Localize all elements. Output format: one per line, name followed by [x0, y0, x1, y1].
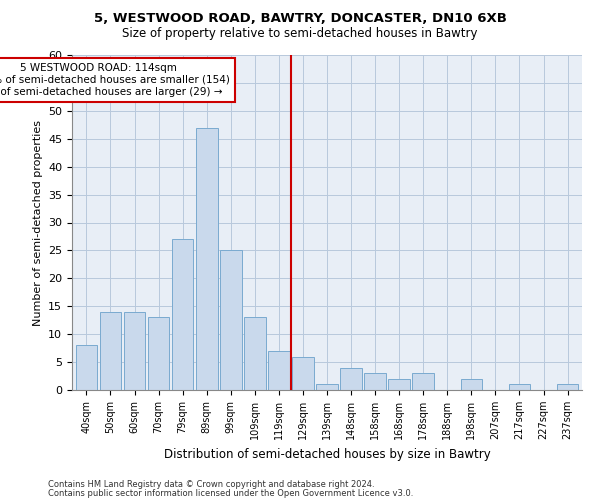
- Bar: [76, 346, 97, 390]
- Bar: [100, 312, 121, 390]
- Bar: [220, 250, 242, 390]
- Text: Contains public sector information licensed under the Open Government Licence v3: Contains public sector information licen…: [48, 489, 413, 498]
- X-axis label: Distribution of semi-detached houses by size in Bawtry: Distribution of semi-detached houses by …: [164, 448, 490, 460]
- Bar: [388, 379, 410, 390]
- Bar: [557, 384, 578, 390]
- Bar: [124, 312, 145, 390]
- Text: Size of property relative to semi-detached houses in Bawtry: Size of property relative to semi-detach…: [122, 28, 478, 40]
- Text: Contains HM Land Registry data © Crown copyright and database right 2024.: Contains HM Land Registry data © Crown c…: [48, 480, 374, 489]
- Bar: [292, 356, 314, 390]
- Bar: [172, 240, 193, 390]
- Bar: [196, 128, 218, 390]
- Bar: [244, 318, 266, 390]
- Bar: [316, 384, 338, 390]
- Y-axis label: Number of semi-detached properties: Number of semi-detached properties: [32, 120, 43, 326]
- Bar: [364, 373, 386, 390]
- Bar: [461, 379, 482, 390]
- Bar: [268, 351, 290, 390]
- Bar: [148, 318, 169, 390]
- Text: 5, WESTWOOD ROAD, BAWTRY, DONCASTER, DN10 6XB: 5, WESTWOOD ROAD, BAWTRY, DONCASTER, DN1…: [94, 12, 506, 26]
- Bar: [509, 384, 530, 390]
- Bar: [412, 373, 434, 390]
- Text: 5 WESTWOOD ROAD: 114sqm
← 83% of semi-detached houses are smaller (154)
16% of s: 5 WESTWOOD ROAD: 114sqm ← 83% of semi-de…: [0, 64, 230, 96]
- Bar: [340, 368, 362, 390]
